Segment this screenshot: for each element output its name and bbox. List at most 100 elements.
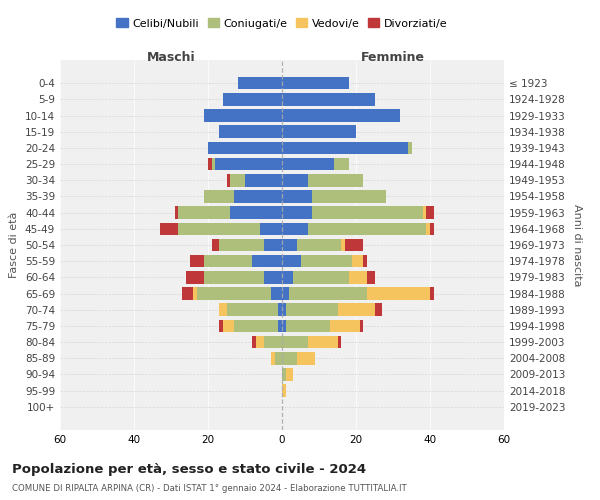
Text: Femmine: Femmine bbox=[361, 50, 425, 64]
Bar bbox=[345, 238, 364, 252]
Text: Maschi: Maschi bbox=[146, 50, 196, 64]
Bar bbox=[282, 206, 311, 219]
Bar bbox=[282, 384, 286, 397]
Bar bbox=[186, 271, 204, 283]
Bar bbox=[422, 206, 426, 219]
Bar bbox=[337, 304, 374, 316]
Text: Popolazione per età, sesso e stato civile - 2024: Popolazione per età, sesso e stato civil… bbox=[12, 462, 366, 475]
Bar bbox=[334, 158, 349, 170]
Bar bbox=[263, 238, 282, 252]
Bar bbox=[282, 287, 289, 300]
Bar bbox=[282, 255, 301, 268]
Bar bbox=[430, 287, 434, 300]
Bar bbox=[238, 77, 282, 90]
Bar bbox=[253, 255, 282, 268]
Bar bbox=[341, 238, 345, 252]
Bar bbox=[208, 142, 282, 154]
Bar bbox=[374, 304, 382, 316]
Bar bbox=[278, 304, 282, 316]
Bar bbox=[204, 271, 263, 283]
Bar bbox=[286, 304, 337, 316]
Bar bbox=[282, 77, 349, 90]
Bar bbox=[408, 142, 412, 154]
Bar bbox=[256, 336, 263, 348]
Bar bbox=[311, 206, 422, 219]
Bar bbox=[349, 271, 367, 283]
Bar bbox=[271, 287, 282, 300]
Bar bbox=[182, 287, 193, 300]
Bar bbox=[282, 109, 400, 122]
Bar bbox=[193, 287, 197, 300]
Bar bbox=[426, 206, 434, 219]
Bar bbox=[337, 336, 341, 348]
Bar bbox=[227, 304, 278, 316]
Bar bbox=[430, 222, 434, 235]
Bar bbox=[245, 174, 282, 186]
Bar bbox=[212, 158, 215, 170]
Bar bbox=[219, 238, 263, 252]
Bar bbox=[360, 320, 364, 332]
Bar bbox=[263, 336, 282, 348]
Bar bbox=[282, 93, 374, 106]
Bar bbox=[282, 304, 286, 316]
Bar bbox=[282, 336, 308, 348]
Bar bbox=[219, 304, 227, 316]
Bar bbox=[367, 271, 374, 283]
Text: COMUNE DI RIPALTA ARPINA (CR) - Dati ISTAT 1° gennaio 2024 - Elaborazione TUTTIT: COMUNE DI RIPALTA ARPINA (CR) - Dati IST… bbox=[12, 484, 407, 493]
Bar bbox=[308, 222, 426, 235]
Bar bbox=[308, 174, 364, 186]
Bar bbox=[234, 190, 282, 203]
Bar bbox=[301, 255, 352, 268]
Bar bbox=[289, 287, 367, 300]
Bar bbox=[426, 222, 430, 235]
Bar bbox=[282, 320, 286, 332]
Bar bbox=[175, 206, 178, 219]
Bar bbox=[297, 352, 316, 364]
Bar bbox=[260, 222, 282, 235]
Bar bbox=[160, 222, 178, 235]
Bar bbox=[275, 352, 282, 364]
Bar bbox=[282, 174, 308, 186]
Bar bbox=[286, 368, 293, 381]
Bar bbox=[330, 320, 360, 332]
Bar bbox=[208, 158, 212, 170]
Bar bbox=[219, 320, 223, 332]
Legend: Celibi/Nubili, Coniugati/e, Vedovi/e, Divorziati/e: Celibi/Nubili, Coniugati/e, Vedovi/e, Di… bbox=[112, 14, 452, 33]
Bar bbox=[282, 352, 297, 364]
Bar bbox=[286, 320, 330, 332]
Bar bbox=[263, 271, 282, 283]
Bar bbox=[219, 126, 282, 138]
Bar bbox=[215, 158, 282, 170]
Bar bbox=[178, 206, 230, 219]
Bar bbox=[311, 190, 386, 203]
Bar bbox=[230, 174, 245, 186]
Bar bbox=[282, 190, 311, 203]
Y-axis label: Anni di nascita: Anni di nascita bbox=[572, 204, 582, 286]
Bar bbox=[223, 320, 234, 332]
Y-axis label: Fasce di età: Fasce di età bbox=[10, 212, 19, 278]
Bar bbox=[212, 238, 219, 252]
Bar bbox=[178, 222, 260, 235]
Bar bbox=[227, 174, 230, 186]
Bar bbox=[282, 222, 308, 235]
Bar bbox=[271, 352, 275, 364]
Bar bbox=[282, 126, 356, 138]
Bar bbox=[234, 320, 278, 332]
Bar bbox=[308, 336, 337, 348]
Bar bbox=[293, 271, 349, 283]
Bar bbox=[282, 368, 286, 381]
Bar bbox=[278, 320, 282, 332]
Bar bbox=[204, 255, 253, 268]
Bar bbox=[282, 271, 293, 283]
Bar bbox=[223, 93, 282, 106]
Bar bbox=[282, 238, 297, 252]
Bar bbox=[297, 238, 341, 252]
Bar bbox=[253, 336, 256, 348]
Bar bbox=[364, 255, 367, 268]
Bar bbox=[352, 255, 364, 268]
Bar bbox=[204, 190, 234, 203]
Bar bbox=[282, 142, 408, 154]
Bar bbox=[230, 206, 282, 219]
Bar bbox=[282, 158, 334, 170]
Bar bbox=[190, 255, 204, 268]
